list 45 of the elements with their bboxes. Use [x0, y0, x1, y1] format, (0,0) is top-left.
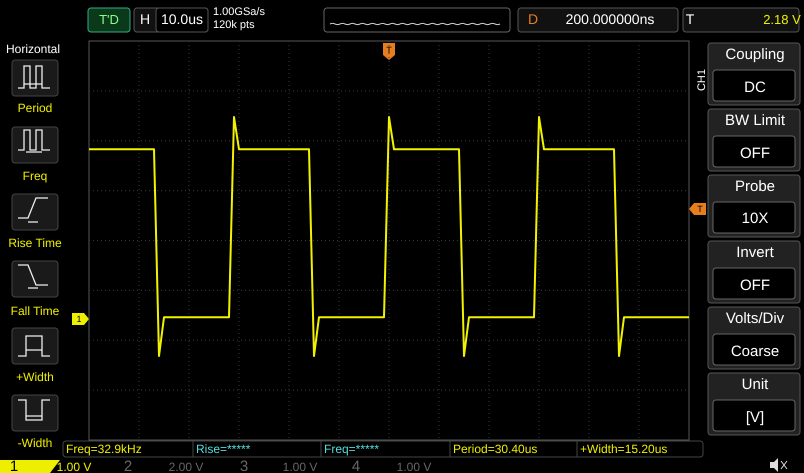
text: Rise Time: [8, 236, 62, 250]
text: H: [140, 11, 150, 27]
text: 1.00GSa/s: [213, 6, 266, 18]
text: T: [386, 45, 392, 55]
text: Freq=*****: [324, 442, 380, 456]
text: BW Limit: [725, 112, 786, 129]
text: 2.18 V: [763, 12, 802, 27]
text: 1: [76, 314, 82, 324]
text: +Width: [16, 370, 54, 384]
text: Coarse: [730, 343, 780, 360]
text: 120k pts: [213, 19, 256, 31]
text: 3: [240, 458, 248, 473]
text: +Width=15.20us: [580, 442, 668, 456]
text: Invert: [736, 244, 775, 261]
text: T: [697, 204, 704, 214]
text: Unit: [742, 376, 770, 393]
text: Horizontal: [6, 42, 60, 56]
text: DC: [744, 79, 766, 96]
text: 4: [352, 458, 360, 473]
text: 2: [124, 458, 132, 473]
text: Volts/Div: [726, 310, 785, 327]
text: 2.00 V: [168, 460, 204, 473]
text: D: [528, 11, 538, 27]
text: 1.00 V: [396, 460, 432, 473]
text: T: [686, 11, 695, 27]
text: T'D: [99, 12, 119, 27]
text: OFF: [740, 277, 770, 294]
text: Freq=32.9kHz: [66, 442, 142, 456]
text: Coupling: [725, 46, 785, 63]
text: Probe: [734, 178, 776, 195]
text: Period=30.40us: [453, 442, 538, 456]
text: Freq: [22, 169, 48, 183]
text: 10.0us: [160, 11, 204, 27]
text: 10X: [742, 210, 768, 227]
text: 1.00 V: [56, 460, 92, 473]
text: CH1: [696, 68, 708, 92]
text: Fall Time: [10, 304, 60, 318]
text: -Width: [18, 436, 52, 450]
text: 1: [10, 458, 18, 473]
text: Period: [18, 101, 52, 115]
text: OFF: [740, 145, 770, 162]
text: [V]: [746, 409, 764, 426]
text: 1.00 V: [282, 460, 318, 473]
text: Rise=*****: [196, 442, 251, 456]
text: 200.000000ns: [566, 11, 654, 27]
